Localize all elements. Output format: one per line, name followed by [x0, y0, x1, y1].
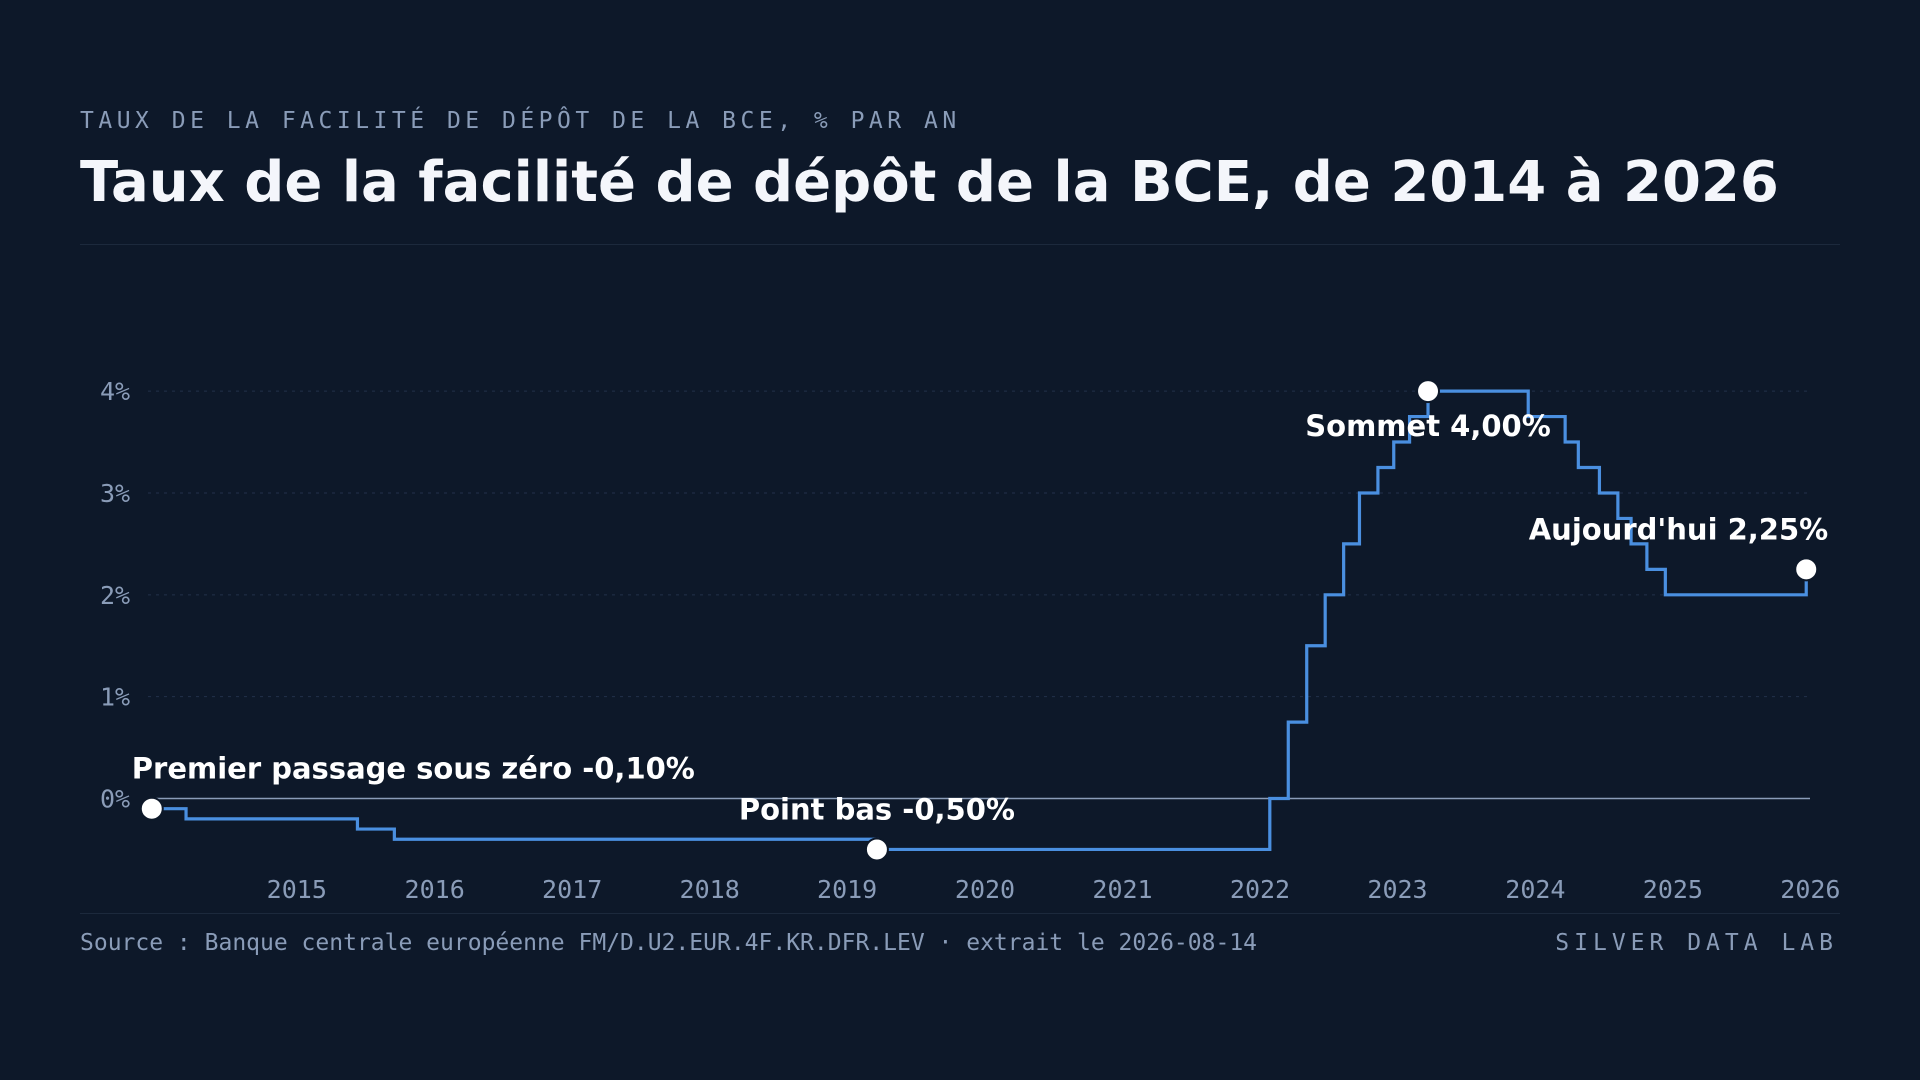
- source-note: Source : Banque centrale européenne FM/D…: [80, 930, 1258, 956]
- annotation-label: Aujourd'hui 2,25%: [1529, 512, 1828, 546]
- x-tick-label: 2026: [1780, 875, 1840, 904]
- y-tick-label: 4%: [100, 377, 130, 406]
- y-tick-label: 2%: [100, 581, 130, 610]
- chart-title: Taux de la facilité de dépôt de la BCE, …: [80, 150, 1779, 215]
- x-tick-label: 2021: [1092, 875, 1152, 904]
- annotation-markers: [139, 379, 1819, 862]
- annotation-marker: [139, 796, 164, 821]
- y-tick-label: 0%: [100, 785, 130, 814]
- x-tick-label: 2023: [1367, 875, 1427, 904]
- annotation-marker: [1416, 379, 1441, 404]
- x-tick-label: 2025: [1643, 875, 1703, 904]
- header-divider: [80, 244, 1840, 245]
- brand-label: SILVER DATA LAB: [1555, 930, 1838, 956]
- x-tick-label: 2016: [405, 875, 465, 904]
- y-tick-label: 3%: [100, 479, 130, 508]
- x-tick-label: 2020: [955, 875, 1015, 904]
- x-tick-label: 2018: [680, 875, 740, 904]
- x-tick-label: 2022: [1230, 875, 1290, 904]
- axis: 0% 1% 2% 3% 4% 2015 2016 2017 2018 2019 2020 2021 20…: [100, 377, 1840, 904]
- x-tick-label: 2015: [267, 875, 327, 904]
- annotation-label: Sommet 4,00%: [1305, 409, 1550, 443]
- annotation-label: Point bas -0,50%: [739, 792, 1015, 826]
- annotation-marker: [864, 837, 889, 862]
- x-tick-label: 2024: [1505, 875, 1565, 904]
- chart-kicker: TAUX DE LA FACILITÉ DE DÉPÔT DE LA BCE, …: [80, 108, 961, 134]
- x-tick-label: 2019: [817, 875, 877, 904]
- x-tick-label: 2017: [542, 875, 602, 904]
- annotation-marker: [1794, 557, 1819, 582]
- grid-lines: [148, 390, 1810, 800]
- annotation-labels: Premier passage sous zéro -0,10% Point ba…: [132, 409, 1828, 826]
- footer-divider: [80, 913, 1840, 914]
- annotation-label: Premier passage sous zéro -0,10%: [132, 752, 695, 786]
- y-tick-label: 1%: [100, 683, 130, 712]
